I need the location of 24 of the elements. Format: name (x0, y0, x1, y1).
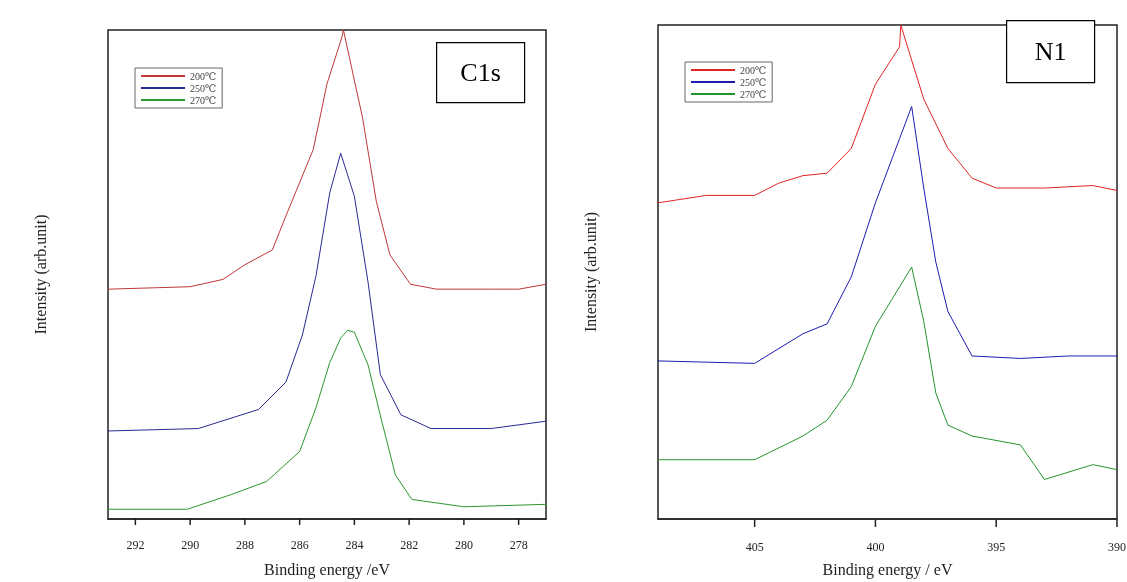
x-tick-label: 278 (509, 538, 528, 552)
x-axis-title: Binding energy / eV (822, 560, 953, 579)
x-tick-label: 288 (235, 538, 254, 552)
annotation: C1s (460, 58, 501, 88)
x-tick-label: 405 (745, 540, 764, 554)
x-tick-label: 282 (400, 538, 419, 552)
legend-label: 250℃ (740, 76, 767, 88)
x-tick-label: 284 (345, 538, 364, 552)
x-tick-label: 395 (987, 540, 1006, 554)
legend-label: 250℃ (190, 82, 217, 94)
x-tick-label: 280 (454, 538, 473, 552)
x-tick-label: 290 (181, 538, 200, 552)
x-tick-label: 400 (866, 540, 885, 554)
legend-label: 270℃ (190, 94, 217, 106)
legend-label: 270℃ (740, 88, 767, 100)
legend-label: 200℃ (740, 64, 767, 76)
y-axis-title: Intensity (arb.unit) (581, 212, 600, 332)
x-axis-title: Binding energy /eV (264, 560, 391, 579)
legend-label: 200℃ (190, 70, 217, 82)
x-tick-label: 292 (126, 538, 145, 552)
y-axis-title: Intensity (arb.unit) (31, 214, 50, 335)
annotation: N1 (1034, 37, 1067, 67)
x-tick-label: 286 (290, 538, 309, 552)
x-tick-label: 390 (1108, 540, 1126, 554)
